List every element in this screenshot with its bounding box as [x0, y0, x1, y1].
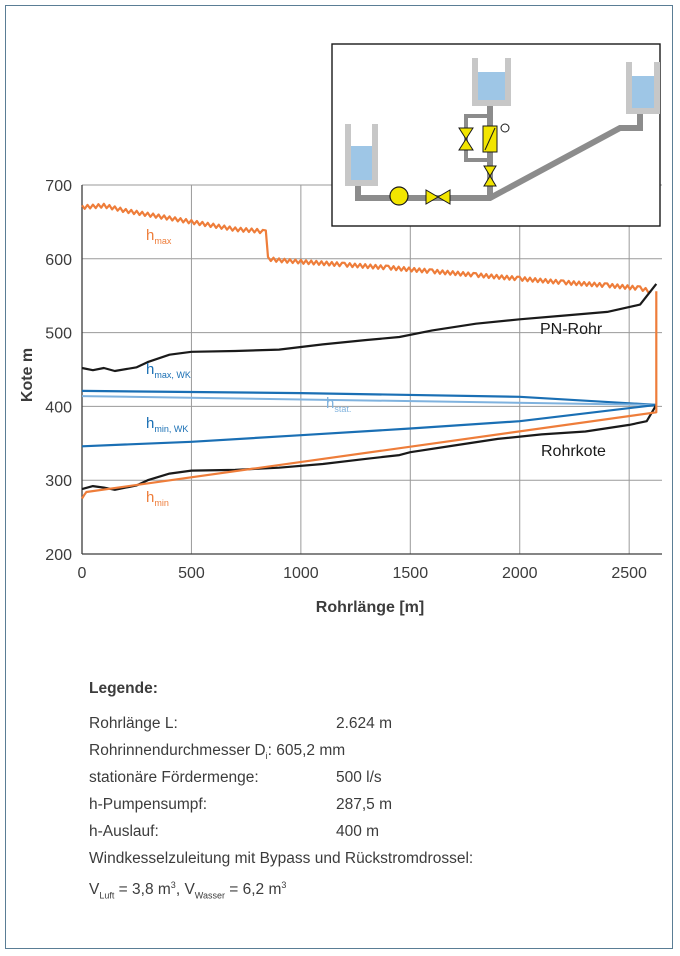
kote-chart: 0 500 1000 1500 2000 2500 200 300 400 500 600 700 R… — [19, 43, 662, 616]
label-hmax: hmax — [146, 227, 172, 246]
valve-icon — [425, 189, 451, 205]
y-axis-title: Kote m — [19, 348, 36, 402]
label-hmin: hmin — [146, 489, 169, 508]
legend-row-auslauf: h-Auslauf: 400 m — [89, 818, 473, 845]
label-hmax-wk: hmax, WK — [146, 361, 191, 380]
series-line-3 — [81, 395, 657, 406]
legend-value: 400 m — [336, 823, 380, 840]
label-pn-rohr: PN-Rohr — [540, 321, 603, 338]
series-line-1 — [81, 283, 658, 373]
legend-heading: Legende: — [89, 680, 158, 697]
x-tick-label: 1500 — [393, 565, 429, 582]
y-tick-label: 400 — [45, 399, 72, 416]
legend-value: 500 l/s — [336, 769, 382, 786]
series-line-6 — [81, 291, 658, 500]
legend-value: 287,5 m — [336, 796, 393, 813]
x-tick-label: 2000 — [502, 565, 538, 582]
x-tick-label: 500 — [178, 565, 205, 582]
tank-middle — [472, 58, 511, 106]
tick-labels: 0 500 1000 1500 2000 2500 200 300 400 500 600 700 — [45, 178, 647, 582]
legend-volumes: VLuft = 3,8 m3, VWasser = 6,2 m3 — [89, 880, 287, 901]
x-tick-label: 2500 — [611, 565, 647, 582]
legend-label: stationäre Fördermenge: — [89, 769, 259, 786]
legend-note: Windkesselzuleitung mit Bypass und Rücks… — [89, 850, 474, 867]
y-tick-label: 600 — [45, 252, 72, 269]
page-frame — [5, 5, 673, 949]
gauge-icon — [500, 123, 510, 133]
series-line-4 — [81, 403, 657, 448]
pump-icon — [389, 186, 409, 206]
legend-row-pumpensumpf: h-Pumpensumpf: 287,5 m — [89, 791, 473, 818]
legend-label: Rohrinnendurchmesser D — [89, 742, 266, 759]
label-rohrkote: Rohrkote — [541, 443, 606, 460]
series-line-2 — [81, 389, 657, 406]
legend-block: Legende: Rohrlänge L: 2.624 m Rohrinnendu… — [89, 680, 474, 901]
legend-row-durchmesser: Rohrinnendurchmesser Di: 605,2 mm — [89, 737, 473, 764]
x-tick-label: 0 — [78, 565, 87, 582]
y-tick-label: 700 — [45, 178, 72, 195]
legend-label-sub: i — [265, 751, 268, 762]
x-axis-title: Rohrlänge [m] — [316, 599, 424, 616]
y-tick-label: 200 — [45, 547, 72, 564]
y-tick-label: 500 — [45, 326, 72, 343]
x-tick-label: 1000 — [283, 565, 319, 582]
legend-label: h-Pumpensumpf: — [89, 796, 208, 813]
y-tick-label: 300 — [45, 473, 72, 490]
legend-label-end: : — [267, 742, 272, 759]
legend-label: Rohrlänge L: — [89, 715, 178, 732]
legend-value: 605,2 mm — [276, 742, 346, 759]
label-hstat: hstat. — [326, 395, 351, 414]
label-hmin-wk: hmin, WK — [146, 415, 188, 434]
tank-right — [626, 62, 660, 114]
system-schematic — [331, 43, 661, 227]
check-valve-icon — [483, 165, 497, 187]
axes — [81, 185, 662, 555]
legend-row-foerdermenge: stationäre Fördermenge: 500 l/s — [89, 764, 473, 791]
legend-label: h-Auslauf: — [89, 823, 159, 840]
legend-row-rohrlaenge: Rohrlänge L: 2.624 m — [89, 710, 473, 737]
series-line-0 — [81, 202, 652, 294]
legend-value: 2.624 m — [336, 715, 393, 732]
series-line-5 — [81, 404, 658, 491]
bypass-valve-icon — [458, 127, 474, 151]
series-layer — [81, 202, 658, 500]
tank-left — [345, 124, 378, 186]
